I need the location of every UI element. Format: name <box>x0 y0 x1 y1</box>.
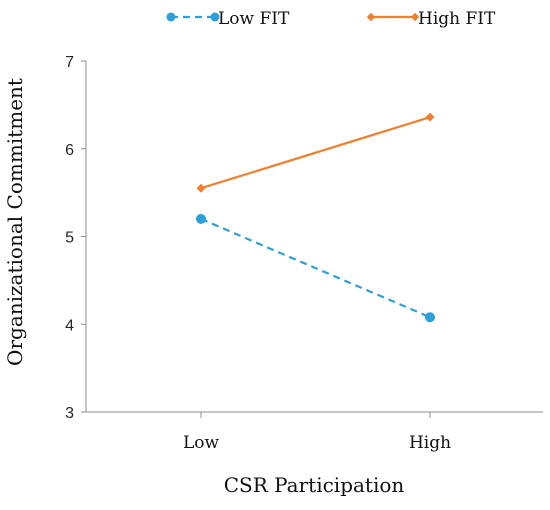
series-line-low-fit <box>200 217 431 319</box>
x-tick-label: Low <box>183 433 220 453</box>
legend-marker-low-fit <box>166 12 176 22</box>
legend-marker-high-fit <box>366 12 376 22</box>
y-tick-label: 6 <box>65 142 74 159</box>
data-point-low-fit <box>425 312 435 323</box>
series-line-high-fit <box>200 116 431 190</box>
legend-label-low-fit: Low FIT <box>218 9 290 29</box>
x-axis-label: CSR Participation <box>224 473 405 497</box>
x-ticks: Low High <box>183 412 451 453</box>
legend-marker-high-fit <box>410 12 420 22</box>
y-tick-label: 3 <box>65 405 74 422</box>
y-tick-label: 7 <box>65 54 74 71</box>
series-group <box>196 112 435 323</box>
y-axis-label: Organizational Commitment <box>3 78 27 366</box>
data-point-high-fit <box>196 183 206 193</box>
data-point-high-fit <box>425 112 435 122</box>
y-tick-label: 5 <box>65 230 74 247</box>
legend: Low FIT High FIT <box>166 9 496 29</box>
legend-label-high-fit: High FIT <box>418 9 496 29</box>
data-point-low-fit <box>196 213 206 224</box>
legend-marker-low-fit <box>210 12 220 22</box>
y-tick-label: 4 <box>65 317 74 334</box>
x-tick-label: High <box>409 433 451 453</box>
y-ticks: 3 4 5 6 7 <box>65 54 86 422</box>
